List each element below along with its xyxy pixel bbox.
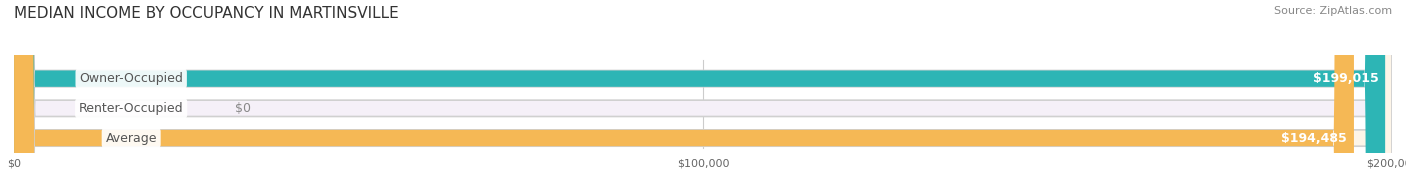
Text: Renter-Occupied: Renter-Occupied [79, 102, 184, 115]
FancyBboxPatch shape [14, 0, 1385, 196]
Text: Average: Average [105, 132, 157, 144]
FancyBboxPatch shape [14, 0, 1392, 196]
FancyBboxPatch shape [14, 0, 1392, 196]
FancyBboxPatch shape [14, 0, 1392, 196]
Text: $199,015: $199,015 [1313, 72, 1378, 85]
Text: Owner-Occupied: Owner-Occupied [79, 72, 183, 85]
Text: MEDIAN INCOME BY OCCUPANCY IN MARTINSVILLE: MEDIAN INCOME BY OCCUPANCY IN MARTINSVIL… [14, 6, 399, 21]
Text: $0: $0 [235, 102, 250, 115]
Text: Source: ZipAtlas.com: Source: ZipAtlas.com [1274, 6, 1392, 16]
FancyBboxPatch shape [14, 0, 1354, 196]
Text: $194,485: $194,485 [1281, 132, 1347, 144]
